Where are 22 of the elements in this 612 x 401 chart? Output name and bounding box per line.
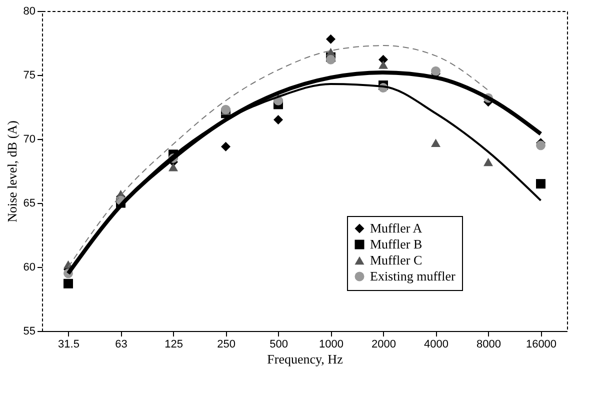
x-tick-label: 1000 — [319, 338, 344, 350]
legend-label: Muffler B — [370, 236, 422, 252]
x-tick-label: 8000 — [476, 338, 501, 350]
x-axis-title: Frequency, Hz — [267, 352, 344, 366]
x-tick-label: 63 — [115, 338, 128, 350]
y-tick-label: 65 — [23, 198, 36, 210]
legend-label: Existing muffler — [370, 268, 456, 284]
y-tick-label: 70 — [23, 134, 36, 146]
y-tick-label: 55 — [23, 326, 36, 338]
x-tick-label: 2000 — [372, 338, 396, 350]
x-tick-label: 4000 — [424, 338, 448, 350]
legend-label: Muffler A — [370, 220, 423, 236]
y-axis-title: Noise level, dB (A) — [4, 120, 20, 222]
legend-label: Muffler C — [370, 252, 422, 268]
x-tick-label: 125 — [164, 338, 183, 350]
y-tick-label: 60 — [23, 262, 36, 274]
x-tick-label: 16000 — [526, 338, 557, 350]
y-tick-label: 75 — [23, 70, 36, 82]
y-tick-label: 80 — [23, 6, 36, 18]
x-tick-label: 250 — [217, 338, 236, 350]
x-tick-label: 31.5 — [58, 338, 80, 350]
x-tick-label: 500 — [270, 338, 288, 350]
